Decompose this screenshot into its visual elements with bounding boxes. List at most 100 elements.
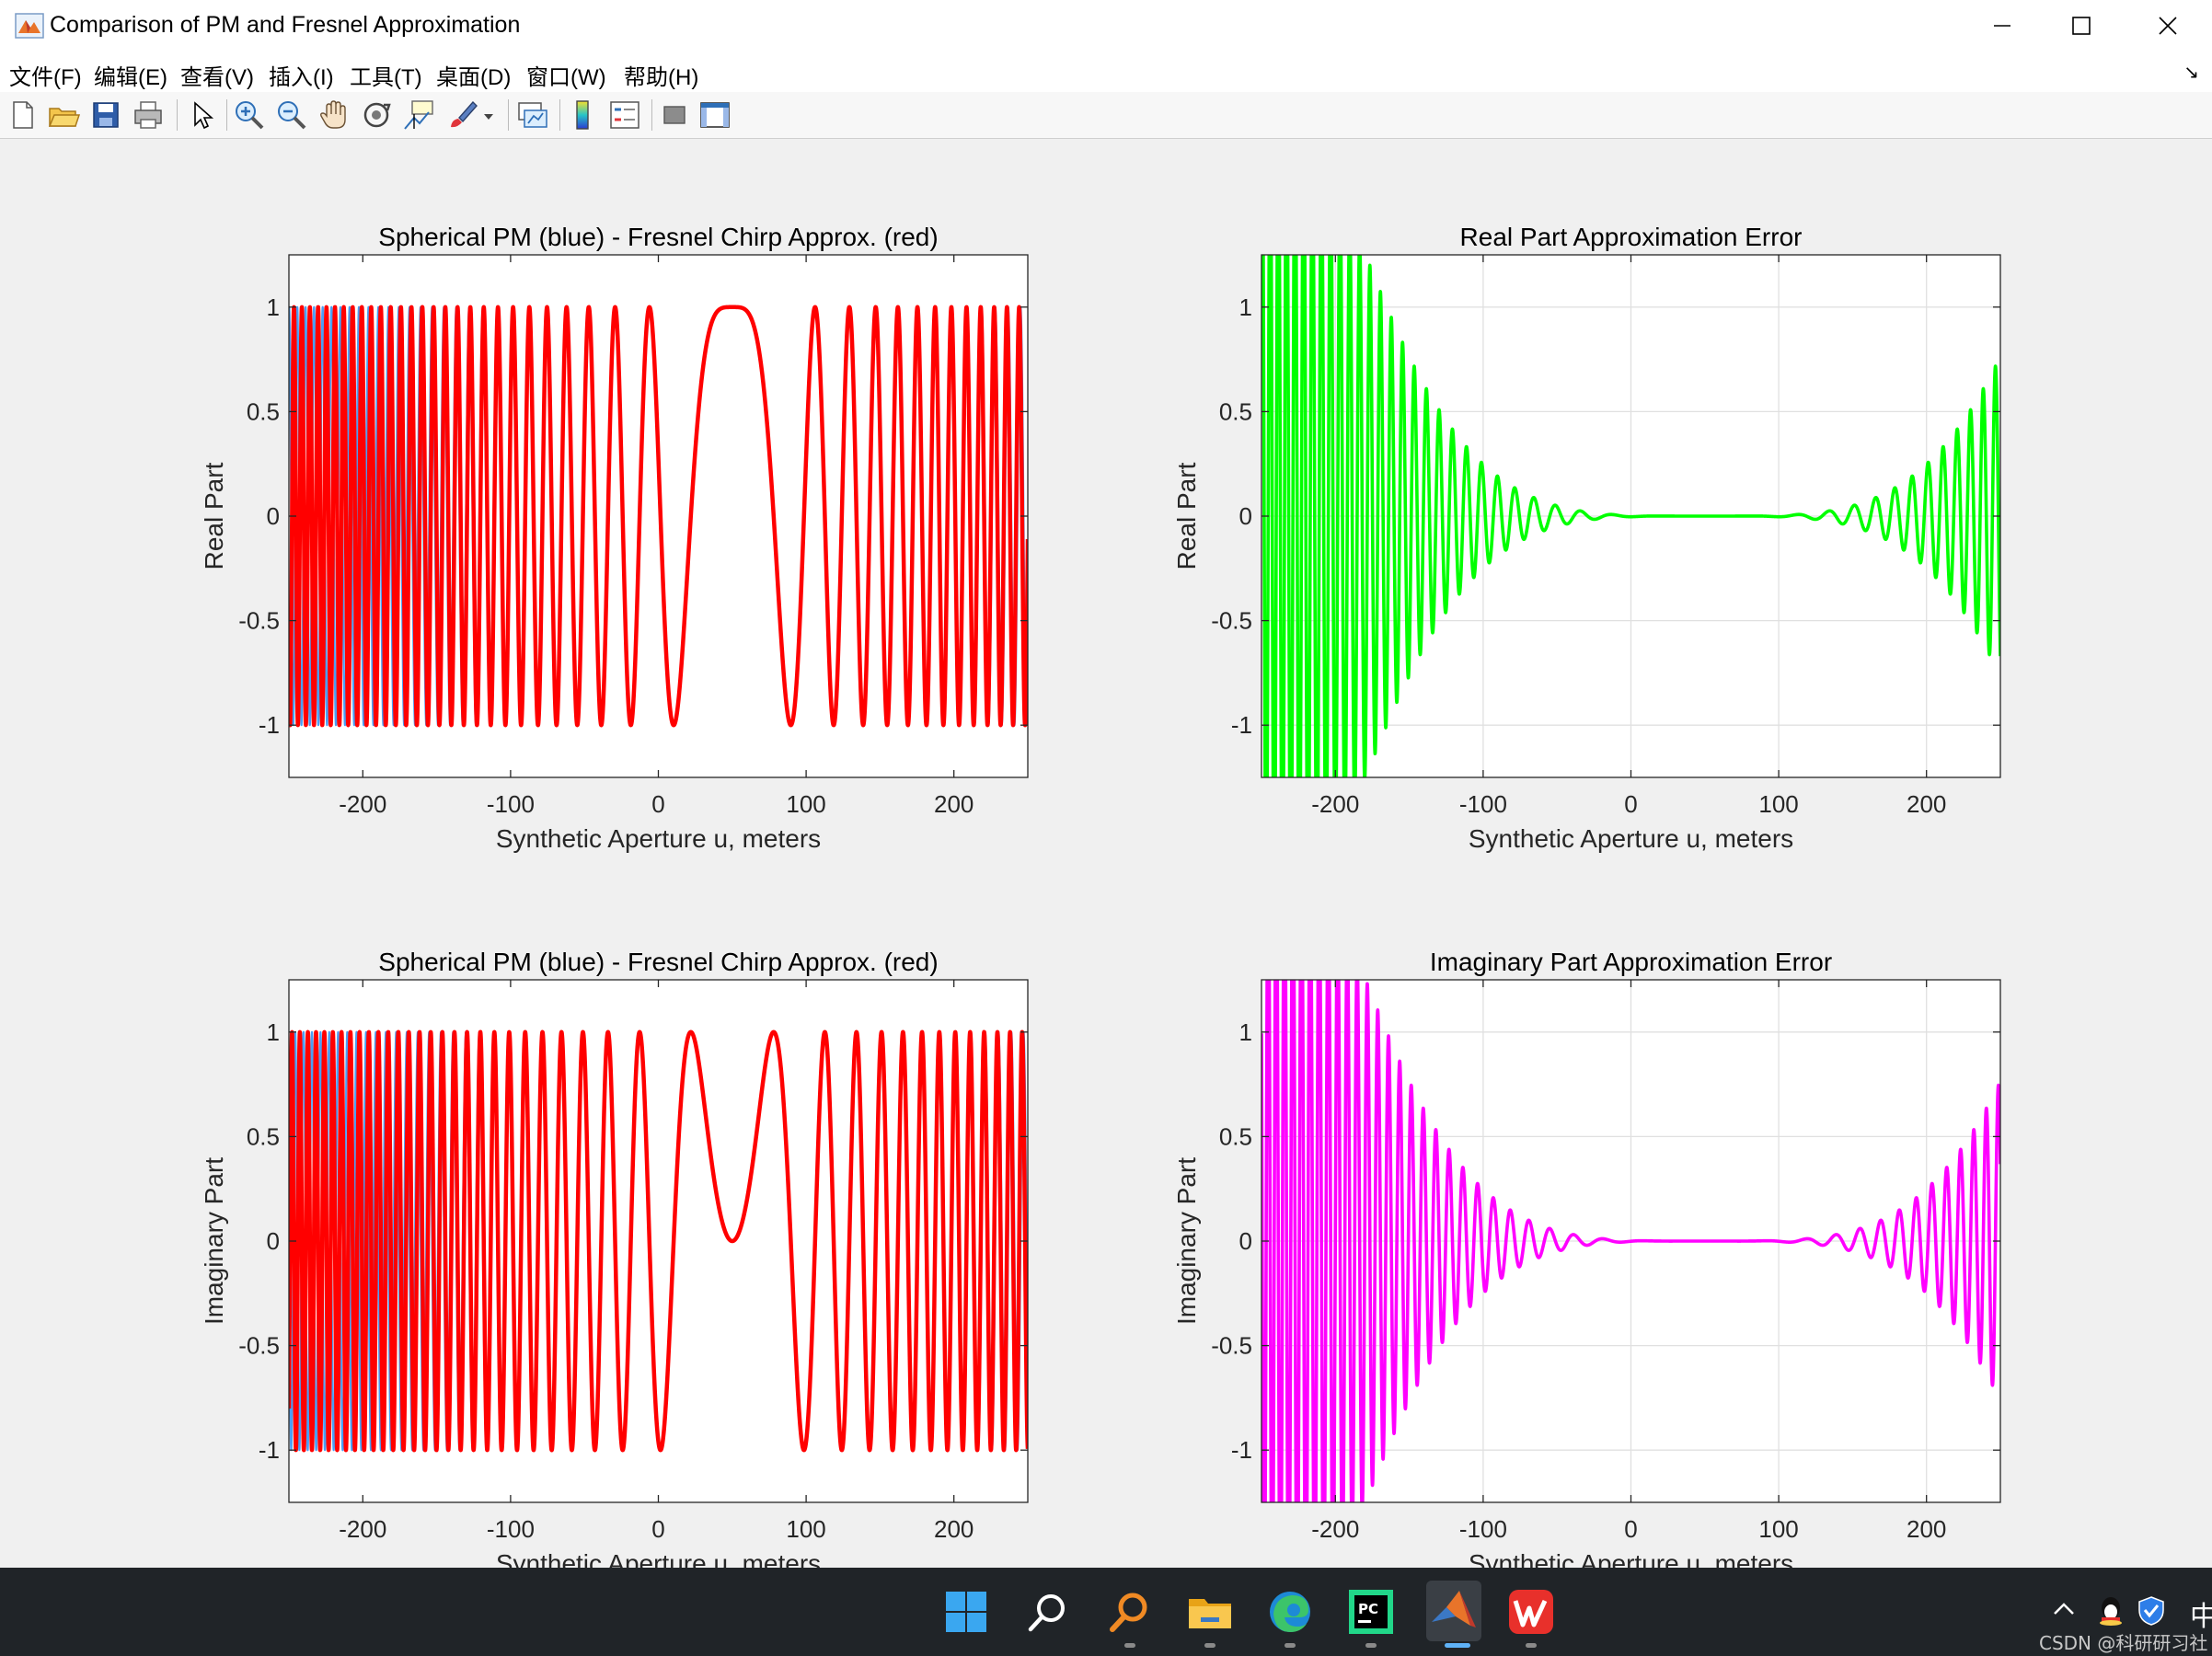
y-axis-label: Real Part bbox=[1172, 462, 1201, 569]
menu-view[interactable]: 查看(V) bbox=[180, 65, 254, 90]
data-cursor-icon[interactable] bbox=[401, 98, 436, 132]
chart-4: -200 -100 0 100 200 -1 -0.5 0 0.5 1 Imaginary Part… bbox=[1172, 948, 2001, 1568]
x-tick-label: 200 bbox=[1907, 790, 1946, 818]
dock-arrow-icon[interactable]: ↘ bbox=[2183, 63, 2199, 83]
menu-bar: 文件(F) 编辑(E) 查看(V) 插入(I) 工具(T) 桌面(D) 窗口(W… bbox=[0, 52, 2212, 92]
x-tick-label: 200 bbox=[1907, 1515, 1946, 1543]
y-axis-label: Imaginary Part bbox=[1172, 1157, 1201, 1325]
chart-title: Spherical PM (blue) - Fresnel Chirp Appr… bbox=[378, 223, 938, 251]
hide-plot-tools-icon[interactable] bbox=[657, 98, 692, 132]
chart-1: -200 -100 0 100 200 -1 -0.5 0 0.5 1 Spherical PM (… bbox=[200, 223, 1029, 853]
toolbar-separator bbox=[651, 99, 652, 131]
open-file-icon[interactable] bbox=[46, 98, 81, 132]
menu-help[interactable]: 帮助(H) bbox=[624, 65, 699, 90]
running-indicator bbox=[1285, 1643, 1296, 1648]
chart-title: Spherical PM (blue) - Fresnel Chirp Appr… bbox=[378, 948, 938, 976]
x-tick-label: 100 bbox=[786, 1515, 825, 1543]
zoom-in-icon[interactable] bbox=[232, 98, 267, 132]
x-tick-label: 0 bbox=[1624, 1515, 1637, 1543]
chart-3: -200 -100 0 100 200 -1 -0.5 0 0.5 1 Spherical PM (… bbox=[200, 948, 1029, 1568]
minimize-button[interactable] bbox=[1960, 0, 2045, 52]
running-indicator bbox=[1365, 1643, 1377, 1648]
x-tick-label: -100 bbox=[487, 1515, 535, 1543]
x-tick-label: 200 bbox=[934, 790, 974, 818]
x-tick-label: 100 bbox=[1758, 1515, 1798, 1543]
menu-file[interactable]: 文件(F) bbox=[9, 65, 82, 90]
running-indicator bbox=[1124, 1643, 1135, 1648]
menu-desktop[interactable]: 桌面(D) bbox=[436, 65, 512, 90]
link-plot-icon[interactable] bbox=[515, 98, 550, 132]
zoom-out-icon[interactable] bbox=[274, 98, 309, 132]
chart-title: Imaginary Part Approximation Error bbox=[1430, 948, 1832, 976]
y-tick-label: 0.5 bbox=[1219, 397, 1252, 425]
x-tick-label: 100 bbox=[786, 790, 825, 818]
menu-tools[interactable]: 工具(T) bbox=[350, 65, 422, 90]
y-tick-label: -1 bbox=[1231, 1436, 1252, 1464]
y-tick-label: 0 bbox=[1239, 502, 1252, 530]
brush-icon[interactable] bbox=[445, 98, 480, 132]
y-axis-label: Real Part bbox=[200, 462, 228, 569]
new-figure-icon[interactable] bbox=[6, 98, 40, 132]
rotate-3d-icon[interactable] bbox=[359, 98, 394, 132]
chart-2: -200 -100 0 100 200 -1 -0.5 0 0.5 1 Real Part Appr… bbox=[1172, 223, 2001, 853]
y-tick-label: 0.5 bbox=[1219, 1122, 1252, 1150]
x-axis-label: Synthetic Aperture u, meters bbox=[1469, 1549, 1793, 1568]
pointer-icon[interactable] bbox=[184, 98, 219, 132]
pycharm-icon[interactable]: PC bbox=[1345, 1586, 1397, 1638]
security-shield-icon[interactable] bbox=[2137, 1595, 2166, 1627]
toolbar-separator bbox=[177, 99, 178, 131]
menu-insert[interactable]: 插入(I) bbox=[269, 65, 334, 90]
svg-text:PC: PC bbox=[1358, 1601, 1378, 1617]
y-axis-label: Imaginary Part bbox=[200, 1157, 228, 1325]
active-indicator bbox=[1445, 1643, 1470, 1648]
y-tick-label: -1 bbox=[259, 1436, 280, 1464]
menu-edit[interactable]: 编辑(E) bbox=[94, 65, 167, 90]
series-error-line bbox=[1262, 980, 2000, 1502]
y-tick-label: 0 bbox=[267, 1227, 280, 1255]
file-explorer-icon[interactable] bbox=[1184, 1586, 1236, 1638]
figure-canvas: -200 -100 0 100 200 -1 -0.5 0 0.5 1 Spherical PM (… bbox=[0, 139, 2212, 1568]
brush-dropdown-icon[interactable] bbox=[480, 98, 497, 132]
y-tick-label: 1 bbox=[267, 293, 280, 321]
search-icon[interactable] bbox=[1022, 1586, 1074, 1638]
y-tick-label: -0.5 bbox=[1211, 1332, 1252, 1360]
maximize-button[interactable] bbox=[2039, 0, 2124, 52]
taskbar: PC bbox=[0, 1568, 2212, 1656]
everything-search-icon[interactable] bbox=[1104, 1586, 1156, 1638]
qq-tray-icon[interactable] bbox=[2094, 1593, 2127, 1627]
x-tick-label: 0 bbox=[651, 1515, 664, 1543]
chart-title: Real Part Approximation Error bbox=[1460, 223, 1803, 251]
x-axis-label: Synthetic Aperture u, meters bbox=[496, 824, 821, 853]
x-tick-label: 0 bbox=[651, 790, 664, 818]
colorbar-icon[interactable] bbox=[565, 98, 600, 132]
edge-browser-icon[interactable] bbox=[1264, 1586, 1316, 1638]
wps-office-icon[interactable] bbox=[1505, 1586, 1557, 1638]
show-plot-tools-icon[interactable] bbox=[697, 98, 732, 132]
y-tick-label: 1 bbox=[1239, 293, 1252, 321]
x-tick-label: 0 bbox=[1624, 790, 1637, 818]
save-icon[interactable] bbox=[88, 98, 123, 132]
series-error-line bbox=[1262, 255, 2000, 777]
print-icon[interactable] bbox=[131, 98, 166, 132]
tray-chevron-up-icon[interactable] bbox=[2050, 1595, 2078, 1623]
y-tick-label: -1 bbox=[1231, 711, 1252, 739]
pan-hand-icon[interactable] bbox=[317, 98, 351, 132]
y-tick-label: 1 bbox=[267, 1018, 280, 1046]
running-indicator bbox=[1204, 1643, 1215, 1648]
x-tick-label: -200 bbox=[1311, 790, 1359, 818]
x-tick-label: 100 bbox=[1758, 790, 1798, 818]
legend-icon[interactable] bbox=[607, 98, 642, 132]
matlab-icon[interactable] bbox=[1426, 1581, 1481, 1641]
ime-indicator[interactable]: 中 bbox=[2190, 1601, 2212, 1633]
close-button[interactable] bbox=[2126, 0, 2210, 52]
watermark-label: CSDN @科研研习社 bbox=[2039, 1632, 2208, 1654]
y-tick-label: 0.5 bbox=[247, 1122, 280, 1150]
y-tick-label: 0 bbox=[1239, 1227, 1252, 1255]
y-tick-label: 0 bbox=[267, 502, 280, 530]
maximize-icon bbox=[2072, 17, 2091, 35]
minimize-icon bbox=[1994, 25, 2010, 27]
menu-window[interactable]: 窗口(W) bbox=[526, 65, 606, 90]
windows-start-icon[interactable] bbox=[940, 1586, 992, 1638]
toolbar-separator bbox=[508, 99, 509, 131]
